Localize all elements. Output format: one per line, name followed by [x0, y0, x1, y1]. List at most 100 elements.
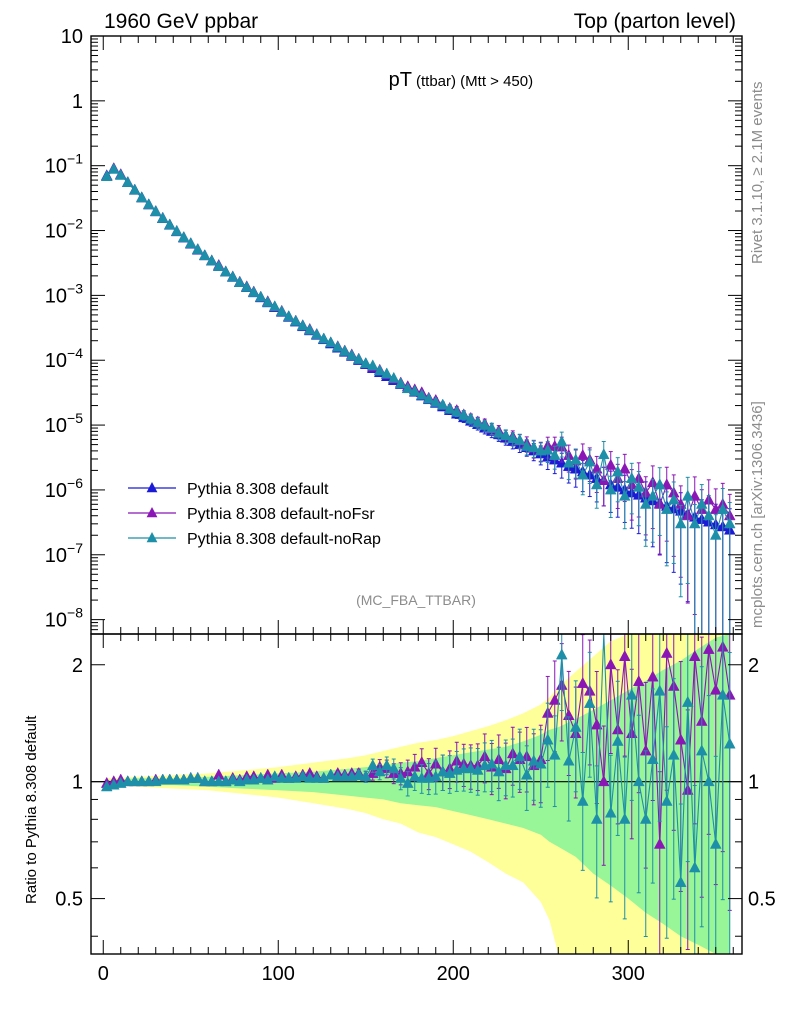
main-marker — [317, 332, 330, 344]
main-marker — [366, 359, 379, 371]
ratio-series — [100, 633, 736, 955]
ratio-marker — [506, 759, 519, 771]
ratio-marker — [709, 837, 722, 849]
main-marker — [331, 340, 344, 352]
main-marker — [338, 344, 351, 356]
header-right: Top (parton level) — [574, 10, 736, 33]
main-marker — [156, 211, 169, 223]
main-marker — [667, 493, 680, 505]
main-marker — [296, 319, 309, 331]
main-marker — [233, 275, 246, 287]
main-marker — [415, 388, 428, 400]
ratio-y-axis-label: Ratio to Pythia 8.308 default — [23, 715, 40, 904]
x-tick-label: 300 — [612, 963, 645, 985]
main-marker — [387, 371, 400, 383]
main-marker — [632, 480, 645, 492]
header-left: 1960 GeV ppbar — [104, 10, 258, 33]
ratio-marker — [352, 768, 365, 780]
ratio-marker — [709, 683, 722, 695]
main-marker — [184, 237, 197, 248]
x-tick-label: 0 — [98, 963, 109, 985]
main-marker — [359, 356, 372, 368]
main-marker — [520, 439, 533, 451]
main-marker — [450, 405, 463, 417]
main-marker — [247, 285, 260, 297]
main-marker — [114, 168, 127, 180]
main-marker — [100, 170, 113, 182]
main-marker — [541, 443, 554, 455]
main-marker — [142, 198, 155, 210]
main-marker — [485, 421, 498, 433]
x-tick-label: 200 — [437, 963, 470, 985]
main-marker — [527, 441, 540, 453]
ratio-marker — [366, 759, 379, 771]
ratio-marker — [667, 748, 680, 760]
legend-marker — [146, 532, 158, 543]
ratio-marker — [324, 768, 337, 780]
main-marker — [457, 408, 470, 420]
legend-label: Pythia 8.308 default-noRap — [187, 531, 381, 548]
legend-label: Pythia 8.308 default — [187, 481, 329, 498]
main-series-2 — [100, 162, 736, 635]
ratio-marker — [604, 806, 617, 818]
main-marker — [513, 433, 526, 445]
ratio-marker — [590, 718, 603, 730]
main-marker — [576, 468, 589, 480]
main-marker — [555, 435, 568, 447]
main-marker — [163, 218, 176, 230]
main-marker — [128, 183, 141, 195]
ratio-marker — [618, 649, 631, 661]
main-marker — [380, 367, 393, 379]
legend-marker — [146, 507, 158, 518]
main-marker — [310, 328, 323, 340]
ratio-marker — [520, 768, 533, 780]
main-marker — [394, 377, 407, 389]
ratio-y-tick-label-right: 2 — [748, 655, 759, 677]
main-marker — [408, 384, 421, 396]
main-marker — [170, 224, 183, 236]
ratio-marker — [296, 770, 309, 782]
main-marker — [191, 242, 204, 254]
main-marker — [401, 382, 414, 394]
y-tick-label: 10−1 — [45, 151, 83, 178]
ratio-y-tick-label: 1 — [72, 772, 83, 794]
ratio-marker — [597, 775, 610, 787]
ratio-y-tick-label: 2 — [72, 655, 83, 677]
ratio-marker — [576, 794, 589, 806]
ratio-marker — [576, 676, 589, 688]
ratio-marker — [359, 770, 372, 782]
main-marker — [478, 418, 491, 430]
main-marker — [723, 517, 736, 529]
ratio-marker — [639, 812, 652, 824]
ratio-marker — [191, 771, 204, 783]
ratio-series-1 — [100, 633, 736, 955]
main-marker — [597, 448, 610, 460]
main-marker — [674, 517, 687, 529]
x-tick-label: 100 — [262, 963, 295, 985]
ratio-marker — [688, 649, 701, 661]
ratio-marker — [681, 695, 694, 707]
ratio-marker — [373, 765, 386, 777]
ratio-marker — [555, 648, 568, 660]
ratio-marker — [646, 753, 659, 765]
main-marker — [219, 265, 232, 277]
main-marker — [583, 455, 596, 467]
main-marker — [709, 528, 722, 540]
axes: 10 1 10−1 10−2 10−3 10−4 10−5 10−6 10−7 10−8 0 100 2… — [45, 26, 776, 985]
ratio-marker — [534, 757, 547, 769]
y-tick-label: 10−5 — [45, 410, 83, 437]
ratio-y-tick-label-right: 0.5 — [748, 889, 776, 911]
ratio-marker — [695, 744, 708, 756]
ratio-y-tick-label: 0.5 — [55, 889, 83, 911]
main-marker — [569, 453, 582, 465]
main-marker — [576, 448, 589, 460]
main-marker — [618, 489, 631, 501]
main-marker — [548, 448, 561, 460]
y-tick-label: 10−6 — [45, 475, 83, 502]
ratio-marker — [226, 773, 239, 785]
main-marker — [198, 249, 211, 261]
main-marker — [121, 175, 134, 187]
main-marker — [261, 295, 274, 307]
upper-series — [100, 162, 736, 635]
